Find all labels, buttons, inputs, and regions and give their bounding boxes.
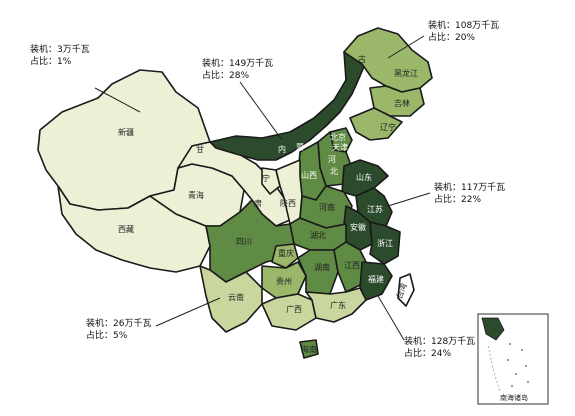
label-guangdong: 广东 — [330, 300, 346, 310]
label-jilin: 吉林 — [394, 98, 410, 108]
label-chongqing: 重庆 — [278, 248, 294, 258]
label-hebei-1: 河 — [328, 154, 336, 164]
label-heilongjiang: 黑龙江 — [394, 68, 418, 78]
label-jiangsu: 江苏 — [367, 204, 383, 214]
callout-northeast: 装机：108万千瓦 占比：20% — [428, 20, 499, 44]
label-zhejiang: 浙江 — [377, 238, 393, 248]
callout-east: 装机：117万千瓦 占比：22% — [434, 182, 505, 206]
leader-northeast — [387, 35, 425, 59]
callout-capacity: 装机：149万千瓦 — [202, 59, 274, 69]
province-hainan — [299, 339, 319, 359]
province-taiwan — [397, 273, 415, 307]
leader-east — [387, 192, 431, 207]
label-guangxi: 广西 — [286, 304, 302, 314]
label-fujian: 福建 — [368, 274, 384, 284]
south-china-sea-inset: 南海诸岛 — [477, 313, 549, 405]
label-hunan: 湖南 — [314, 262, 330, 272]
label-neimenggu-2: 内 — [278, 144, 286, 154]
callout-capacity: 装机：128万千瓦 — [404, 337, 476, 347]
label-neimenggu-1: 蒙 — [296, 142, 304, 152]
province-guizhou — [261, 261, 307, 299]
callout-northwest: 装机：149万千瓦 占比：28% — [202, 58, 273, 82]
province-liaoning — [349, 107, 403, 141]
label-hebei-2: 北 — [330, 167, 338, 176]
label-shandong: 山东 — [356, 172, 372, 182]
callout-xinjiang: 装机：3万千瓦 占比：1% — [30, 44, 90, 68]
callout-southeast: 装机：128万千瓦 占比：24% — [404, 336, 475, 360]
province-ningxia — [261, 167, 281, 195]
province-hubei — [289, 217, 347, 251]
province-guangdong — [305, 287, 367, 323]
label-anhui: 安徽 — [350, 222, 366, 232]
label-liaoning: 辽宁 — [380, 122, 396, 132]
callout-share: 占比：5% — [86, 331, 128, 341]
label-henan: 河南 — [319, 202, 335, 212]
province-chongqing — [271, 243, 299, 269]
callout-share: 占比：28% — [202, 71, 250, 81]
callout-share: 占比：1% — [30, 57, 72, 67]
callout-share: 占比：22% — [434, 195, 482, 205]
label-jiangxi: 江西 — [344, 261, 360, 270]
callout-capacity: 装机：117万千瓦 — [434, 183, 506, 193]
leader-xinjiang — [94, 87, 141, 113]
label-tianjin: 天津 — [332, 142, 348, 152]
leader-southeast — [377, 295, 405, 341]
callout-capacity: 装机：3万千瓦 — [30, 45, 90, 55]
label-guizhou: 贵州 — [276, 276, 292, 286]
callout-share: 占比：20% — [428, 33, 476, 43]
province-xizang — [57, 185, 211, 273]
callout-capacity: 装机：108万千瓦 — [428, 21, 500, 31]
label-neimenggu-3: 古 — [358, 54, 366, 64]
label-hubei: 湖北 — [310, 231, 326, 240]
callout-share: 占比：24% — [404, 349, 452, 359]
label-gansu: 甘 — [196, 144, 204, 154]
leader-northwest — [239, 81, 283, 141]
leader-southwest — [155, 297, 221, 327]
label-shaanxi: 陕西 — [280, 198, 296, 208]
label-xizang: 西藏 — [118, 224, 134, 234]
label-su: 肃 — [254, 198, 262, 208]
label-ningxia: 宁 — [262, 173, 270, 183]
label-xinjiang: 新疆 — [118, 127, 134, 137]
province-zhejiang — [369, 221, 401, 265]
label-qinghai: 青海 — [188, 190, 204, 200]
label-yunnan: 云南 — [228, 292, 244, 302]
inset-caption: 南海诸岛 — [500, 393, 528, 402]
label-sichuan: 四川 — [236, 237, 252, 246]
province-heilongjiang — [343, 27, 433, 93]
label-beijing: 北京 — [330, 132, 346, 142]
province-hunan — [297, 249, 339, 295]
label-shanxi: 山西 — [301, 170, 317, 180]
label-hainan: 海南 — [301, 344, 317, 354]
callout-southwest: 装机：26万千瓦 占比：5% — [86, 318, 151, 342]
callout-capacity: 装机：26万千瓦 — [86, 319, 152, 329]
